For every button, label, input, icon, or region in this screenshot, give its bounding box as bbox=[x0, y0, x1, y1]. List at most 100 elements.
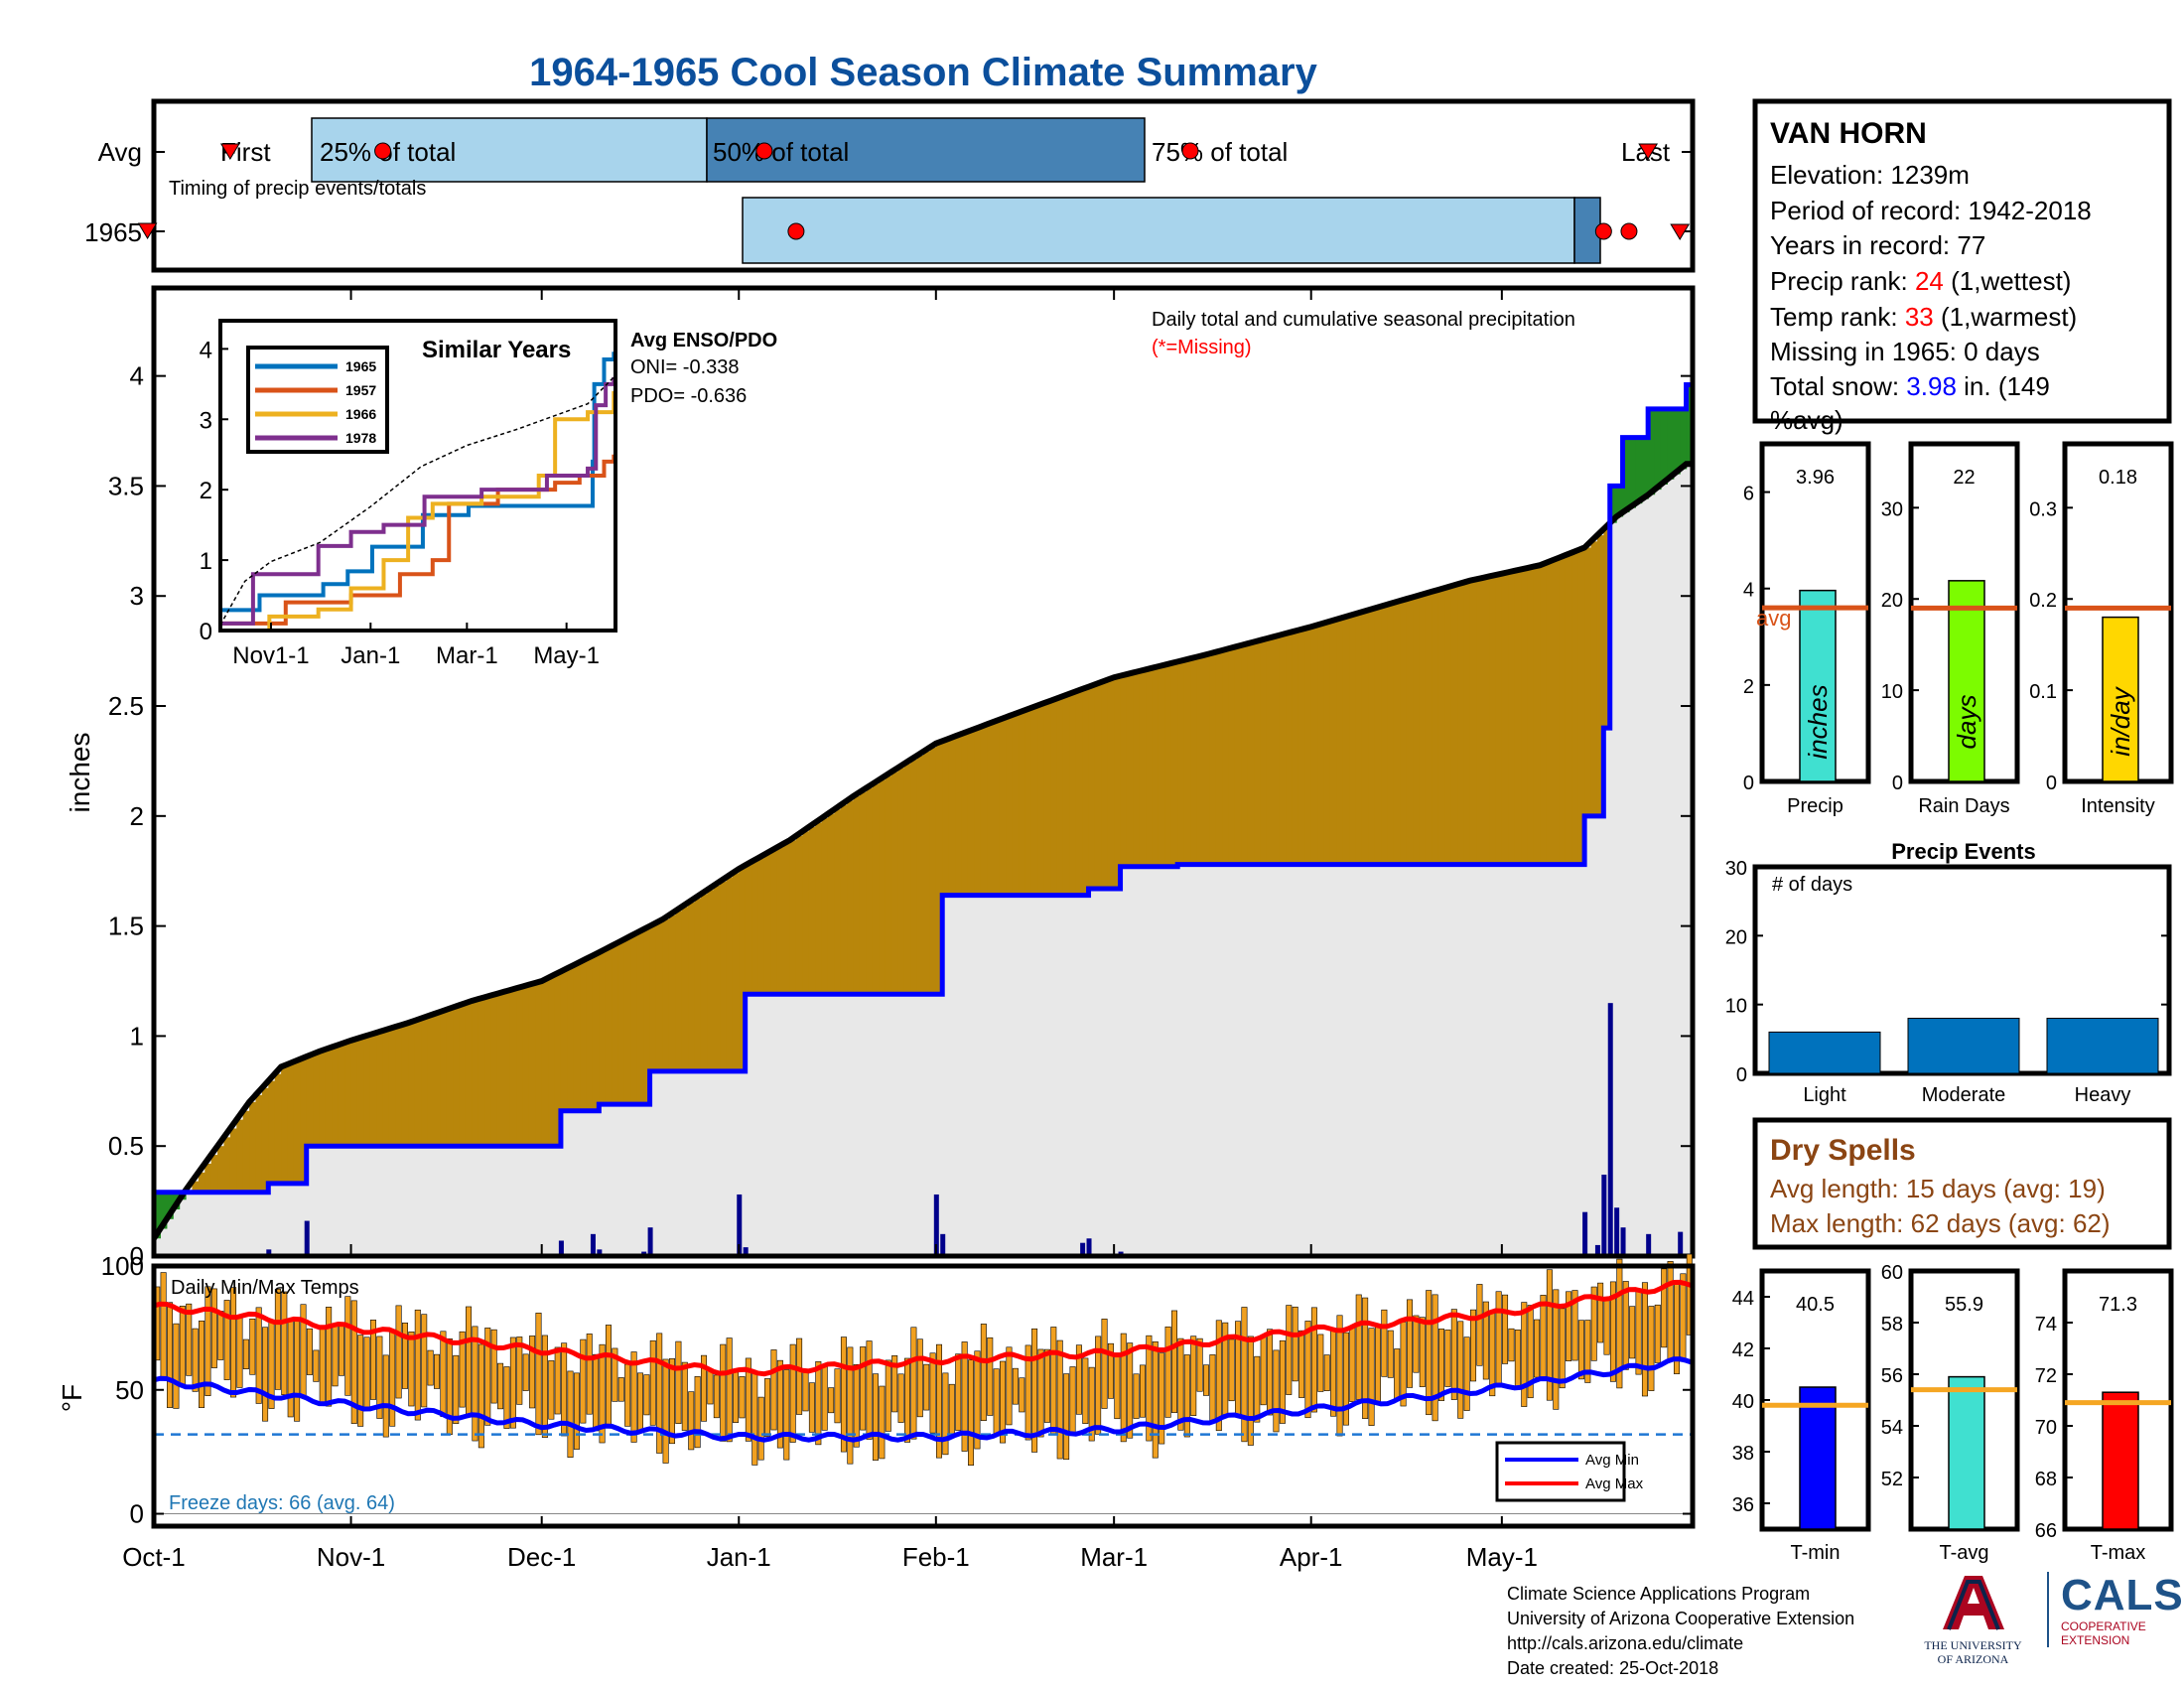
x-tick-label: Oct-1 bbox=[122, 1542, 186, 1572]
temp-caption: Daily Min/Max Temps bbox=[171, 1277, 359, 1299]
daily-temp-bar bbox=[636, 1372, 643, 1432]
deficit-area-slice bbox=[1546, 562, 1554, 865]
timing-75-label: 75% of total bbox=[1152, 137, 1288, 167]
t-max-y-tick-label: 70 bbox=[2035, 1417, 2057, 1439]
rain-days-y-tick-label: 20 bbox=[1881, 590, 1903, 612]
daily-temp-bar bbox=[1470, 1309, 1477, 1382]
deficit-area-slice bbox=[192, 1181, 200, 1193]
daily-temp-bar bbox=[350, 1300, 357, 1424]
daily-temp-bar bbox=[217, 1311, 224, 1360]
deficit-area-slice bbox=[446, 1009, 454, 1147]
surplus-area-slice bbox=[1648, 408, 1656, 495]
enso-pdo: PDO= -0.636 bbox=[630, 385, 747, 407]
precip-total-bar bbox=[1799, 589, 1837, 782]
daily-temp-bar bbox=[885, 1359, 891, 1432]
daily-temp-bar bbox=[936, 1343, 943, 1459]
deficit-area-slice bbox=[1170, 662, 1178, 867]
daily-temp-bar bbox=[573, 1372, 580, 1450]
daily-temp-bar bbox=[408, 1332, 415, 1407]
deficit-area-slice bbox=[319, 1051, 327, 1147]
daily-temp-bar bbox=[1260, 1336, 1267, 1406]
deficit-area-slice bbox=[1565, 555, 1572, 865]
y-tick-label: 2.5 bbox=[108, 691, 144, 721]
deficit-area-slice bbox=[643, 928, 651, 1105]
deficit-area-slice bbox=[1336, 619, 1344, 865]
surplus-area-slice bbox=[1654, 408, 1662, 491]
t-avg-value-label: 55.9 bbox=[1945, 1294, 1983, 1316]
deficit-area-slice bbox=[1019, 712, 1026, 896]
deficit-area-slice bbox=[681, 907, 689, 1071]
deficit-area-slice bbox=[1292, 632, 1299, 865]
daily-temp-bar bbox=[681, 1361, 688, 1431]
deficit-area-slice bbox=[942, 741, 950, 896]
deficit-area-slice bbox=[649, 925, 657, 1071]
daily-temp-bar bbox=[287, 1321, 294, 1418]
precip-events-ylabel: # of days bbox=[1772, 874, 1852, 896]
deficit-area-slice bbox=[401, 1025, 409, 1147]
timing-year-label: 1965 bbox=[84, 217, 142, 247]
daily-temp-bar bbox=[1450, 1309, 1457, 1400]
t-min-y-tick-label: 44 bbox=[1732, 1288, 1754, 1310]
daily-temp-bar bbox=[1654, 1304, 1661, 1363]
t-avg-y-tick-label: 54 bbox=[1881, 1417, 1903, 1439]
deficit-area-slice bbox=[999, 719, 1007, 896]
deficit-area-slice bbox=[694, 898, 702, 1071]
daily-temp-bar bbox=[1457, 1321, 1464, 1419]
daily-temp-bar bbox=[1540, 1295, 1547, 1379]
daily-temp-bar bbox=[1088, 1366, 1095, 1442]
daily-temp-bar bbox=[567, 1370, 574, 1458]
daily-temp-bar bbox=[624, 1363, 631, 1427]
daily-temp-bar bbox=[173, 1323, 180, 1409]
daily-temp-bar bbox=[993, 1368, 1000, 1435]
intensity-y-tick-label: 0 bbox=[2046, 773, 2057, 794]
deficit-area-slice bbox=[987, 724, 995, 896]
daily-temp-bar bbox=[968, 1359, 975, 1466]
daily-temp-bar bbox=[739, 1376, 746, 1419]
daily-temp-bar bbox=[1164, 1326, 1171, 1418]
t-avg-title: T-avg bbox=[1939, 1542, 1988, 1564]
timing-marker-dot bbox=[755, 142, 773, 160]
daily-temp-bar bbox=[497, 1362, 504, 1410]
deficit-area-slice bbox=[293, 1061, 301, 1184]
deficit-area-slice bbox=[1234, 646, 1242, 865]
deficit-area-slice bbox=[1152, 667, 1160, 867]
deficit-area-slice bbox=[1266, 638, 1274, 865]
deficit-area-slice bbox=[363, 1036, 371, 1147]
deficit-area-slice bbox=[1094, 684, 1102, 889]
surplus-area-slice bbox=[1622, 437, 1630, 513]
daily-temp-bar bbox=[1267, 1329, 1274, 1416]
daily-temp-bar bbox=[776, 1359, 783, 1449]
daily-temp-bar bbox=[745, 1357, 751, 1442]
deficit-area-slice bbox=[306, 1056, 314, 1147]
daily-temp-bar bbox=[1406, 1299, 1413, 1388]
t-max-bar bbox=[2102, 1391, 2139, 1530]
daily-temp-bar bbox=[186, 1303, 193, 1376]
surplus-area-slice bbox=[1609, 486, 1617, 523]
deficit-area-slice bbox=[1393, 602, 1401, 865]
daily-temp-bar bbox=[733, 1368, 740, 1423]
deficit-area-slice bbox=[974, 729, 982, 896]
deficit-area-slice bbox=[395, 1027, 403, 1147]
deficit-area-slice bbox=[1241, 644, 1249, 865]
station-snow: Total snow: 3.98 in. (149 bbox=[1770, 371, 2050, 401]
daily-precip-bar bbox=[590, 1233, 596, 1256]
deficit-area-slice bbox=[528, 984, 536, 1147]
deficit-area-slice bbox=[795, 835, 803, 995]
daily-temp-bar bbox=[1597, 1282, 1604, 1343]
daily-temp-bar bbox=[1304, 1321, 1311, 1419]
cals-word: CALS bbox=[2061, 1571, 2184, 1619]
deficit-area-slice bbox=[1419, 595, 1427, 865]
rain-days-unit-label: days bbox=[1952, 695, 1981, 750]
surplus-area-slice bbox=[166, 1192, 174, 1219]
daily-temp-bar bbox=[1254, 1355, 1261, 1423]
deficit-area-slice bbox=[332, 1047, 340, 1147]
t-max-y-tick-label: 66 bbox=[2035, 1520, 2057, 1542]
daily-precip-bar bbox=[1582, 1211, 1588, 1256]
daily-temp-bar bbox=[369, 1320, 376, 1400]
daily-temp-bar bbox=[1577, 1320, 1584, 1380]
daily-temp-bar bbox=[1355, 1294, 1362, 1400]
daily-temp-bar bbox=[1024, 1344, 1031, 1441]
footer-line1: Climate Science Applications Program bbox=[1507, 1584, 1811, 1604]
deficit-area-slice bbox=[675, 911, 683, 1071]
daily-temp-bar bbox=[649, 1339, 656, 1426]
